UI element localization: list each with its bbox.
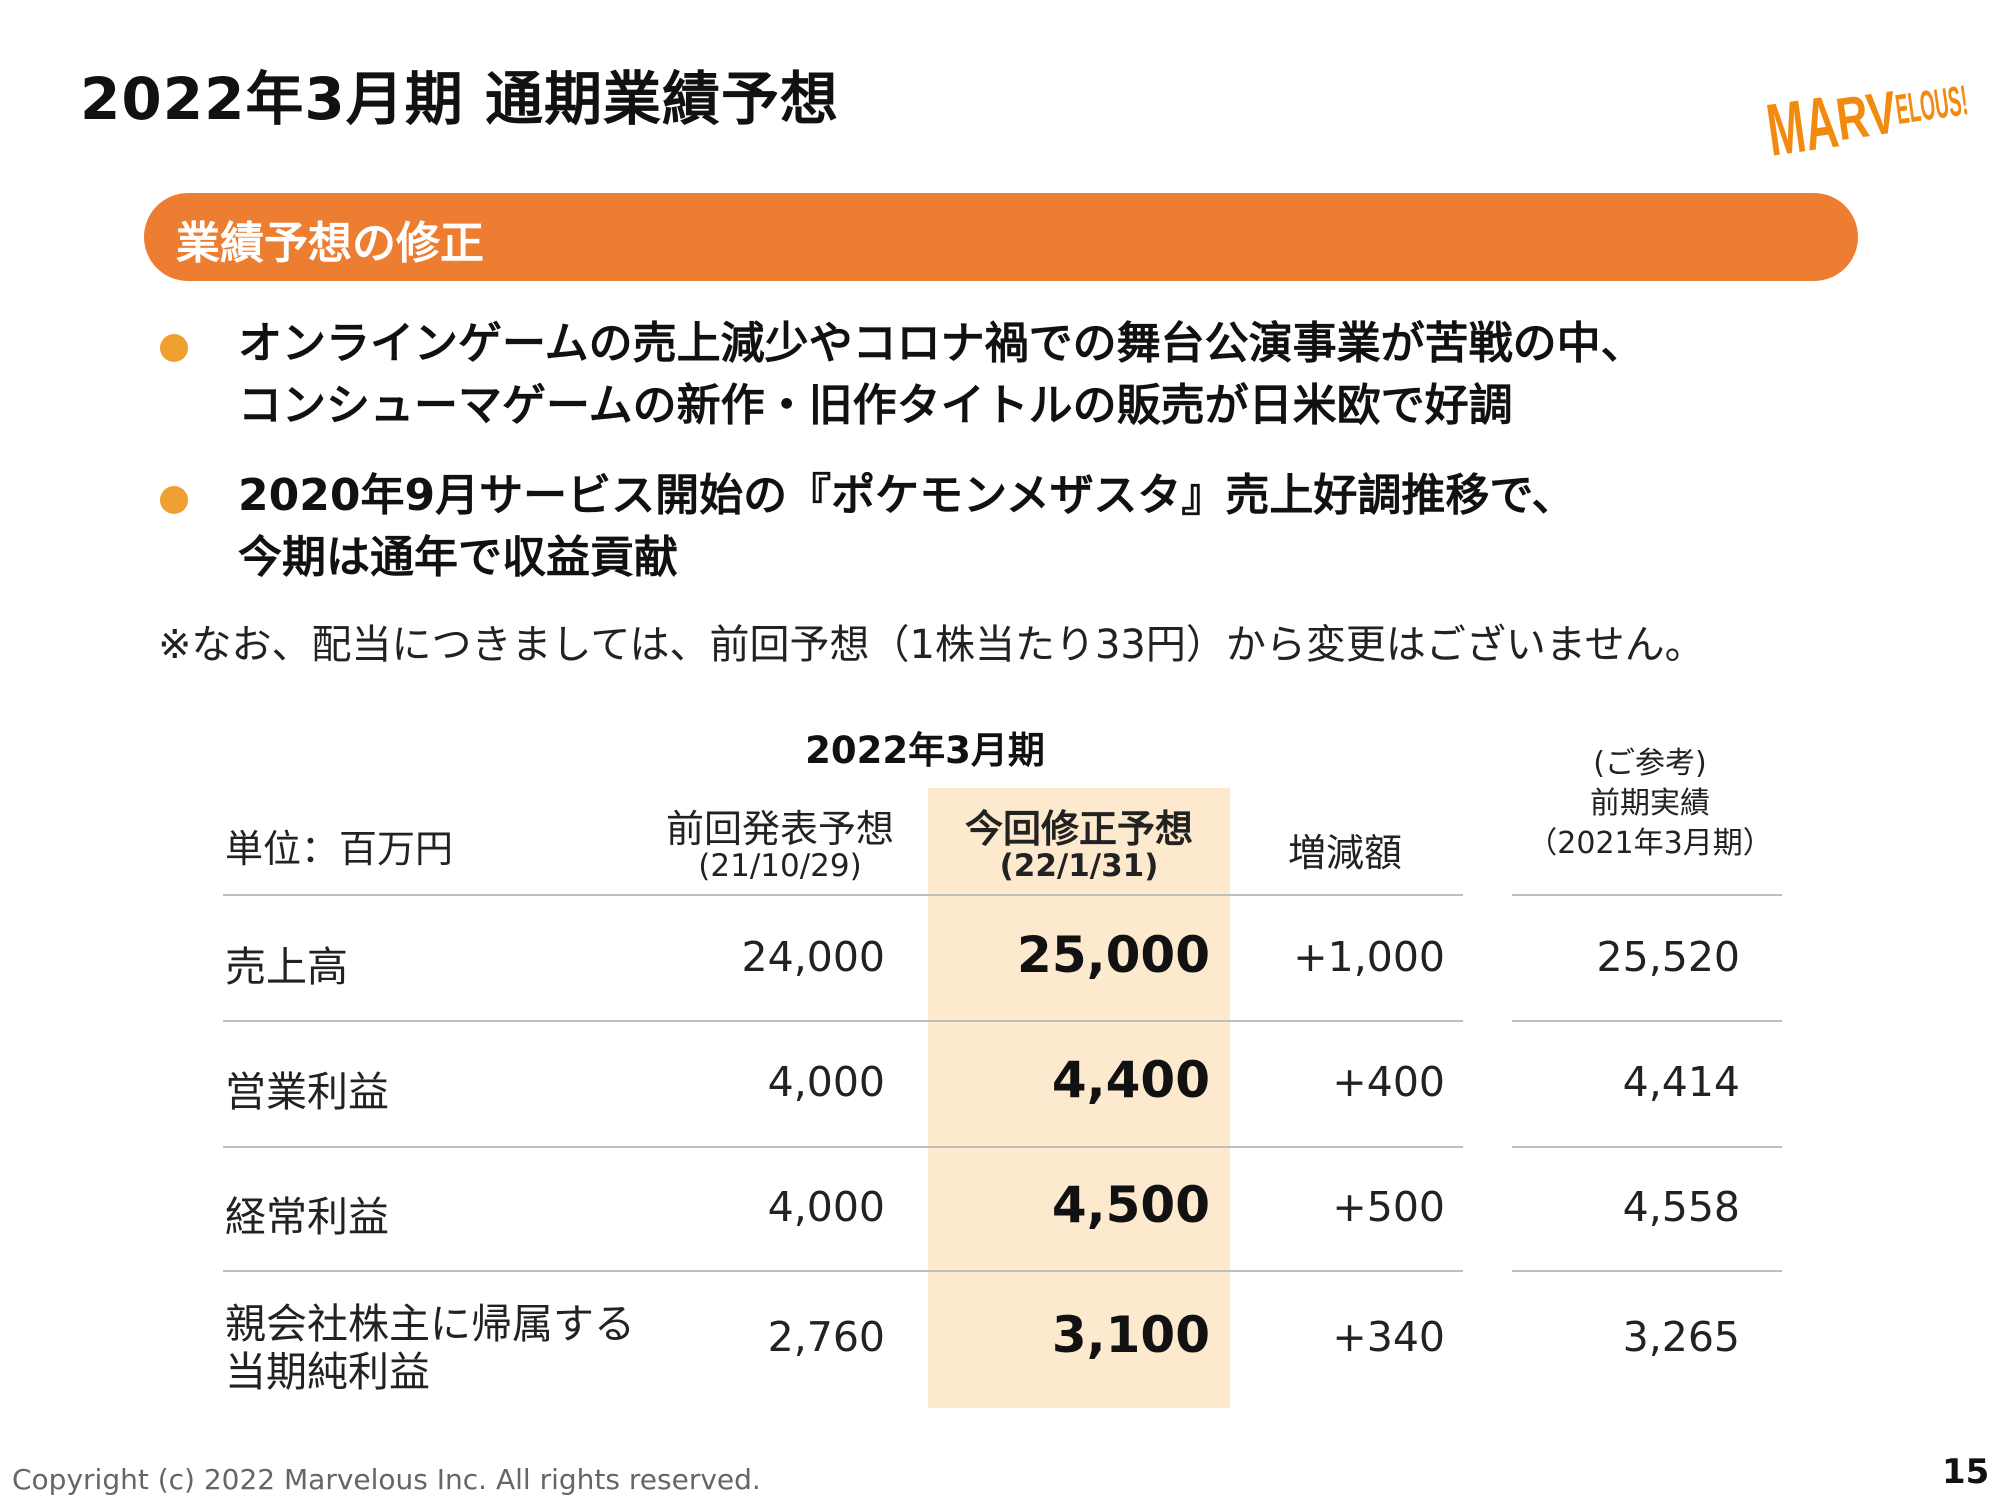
- col-prev-date: (21/10/29): [698, 848, 862, 884]
- col-diff-header: 増減額: [1287, 831, 1402, 875]
- section-banner: 業績予想の修正: [144, 193, 1858, 281]
- svg-text:RV: RV: [1832, 78, 1901, 153]
- period-header: 2022年3月期: [805, 729, 1045, 772]
- ref-value: 4,558: [1622, 1183, 1740, 1231]
- diff-value: +1,000: [1293, 933, 1445, 981]
- current-value: 3,100: [1051, 1306, 1210, 1364]
- row-label: 経常利益: [225, 1193, 389, 1241]
- col-prev-header: 前回発表予想: [665, 807, 894, 851]
- ref-value: 25,520: [1596, 933, 1740, 981]
- table-divider: [1512, 1270, 1782, 1272]
- table-divider: [1512, 1020, 1782, 1022]
- page-title: 2022年3月期 通期業績予想: [80, 65, 839, 133]
- table-divider: [223, 1020, 1463, 1022]
- col-ref-period: （2021年3月期）: [1527, 826, 1773, 861]
- col-ref-note: (ご参考): [1593, 746, 1707, 781]
- unit-label: 単位：百万円: [225, 827, 454, 871]
- bullet-line: コンシューマゲームの新作・旧作タイトルの販売が日米欧で好調: [238, 380, 1513, 431]
- svg-text:ELOUS!: ELOUS!: [1893, 76, 1971, 133]
- page-number: 15: [1942, 1452, 1990, 1492]
- bullet-line: 2020年9月サービス開始の『ポケモンメザスタ』売上好調推移で、: [238, 470, 1576, 521]
- row-label: 当期純利益: [225, 1348, 430, 1396]
- current-value: 25,000: [1017, 926, 1210, 984]
- prev-value: 4,000: [767, 1183, 885, 1231]
- current-forecast-highlight: [928, 788, 1230, 1408]
- prev-value: 24,000: [741, 933, 885, 981]
- table-divider: [223, 1270, 1463, 1272]
- svg-text:MA: MA: [1762, 80, 1843, 162]
- table-divider: [223, 1146, 1463, 1148]
- col-current-header: 今回修正予想: [964, 807, 1193, 851]
- ref-value: 4,414: [1622, 1058, 1740, 1106]
- bullet-line: 今期は通年で収益貢献: [238, 532, 678, 583]
- current-value: 4,500: [1051, 1176, 1210, 1234]
- row-label: 営業利益: [225, 1068, 389, 1116]
- prev-value: 2,760: [767, 1313, 885, 1361]
- col-ref-header: 前期実績: [1590, 786, 1710, 821]
- diff-value: +500: [1332, 1183, 1445, 1231]
- bullet-dot-icon: [160, 486, 188, 514]
- marvelous-logo: MA RV ELOUS!: [1762, 76, 1971, 162]
- table-divider: [1512, 894, 1782, 896]
- diff-value: +400: [1332, 1058, 1445, 1106]
- copyright: Copyright (c) 2022 Marvelous Inc. All ri…: [12, 1463, 761, 1496]
- bullet-line: オンラインゲームの売上減少やコロナ禍での舞台公演事業が苦戦の中、: [238, 318, 1645, 369]
- diff-value: +340: [1332, 1313, 1445, 1361]
- dividend-note: ※なお、配当につきましては、前回予想（1株当たり33円）から変更はございません。: [158, 622, 1705, 668]
- bullet-dot-icon: [160, 334, 188, 362]
- section-heading: 業績予想の修正: [176, 218, 484, 269]
- current-value: 4,400: [1051, 1051, 1210, 1109]
- ref-value: 3,265: [1622, 1313, 1740, 1361]
- row-label: 親会社株主に帰属する: [225, 1300, 635, 1348]
- row-label: 売上高: [225, 943, 348, 991]
- col-current-date: (22/1/31): [999, 848, 1159, 884]
- prev-value: 4,000: [767, 1058, 885, 1106]
- table-divider: [223, 894, 1463, 896]
- table-divider: [1512, 1146, 1782, 1148]
